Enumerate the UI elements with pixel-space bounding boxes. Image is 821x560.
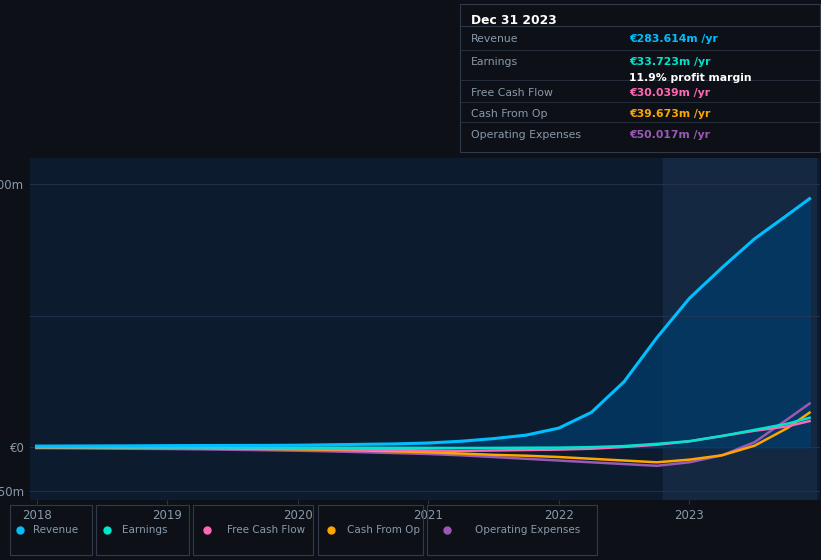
Text: €283.614m /yr: €283.614m /yr (629, 34, 718, 44)
Text: €50.017m /yr: €50.017m /yr (629, 130, 710, 140)
Bar (663, 158, 816, 500)
Text: Operating Expenses: Operating Expenses (475, 525, 580, 535)
Text: Free Cash Flow: Free Cash Flow (227, 525, 305, 535)
Text: Revenue: Revenue (33, 525, 78, 535)
Text: €33.723m /yr: €33.723m /yr (629, 57, 711, 67)
Text: Operating Expenses: Operating Expenses (470, 130, 580, 140)
Text: €30.039m /yr: €30.039m /yr (629, 88, 710, 99)
Text: Cash From Op: Cash From Op (470, 109, 548, 119)
Text: Earnings: Earnings (470, 57, 518, 67)
Text: Cash From Op: Cash From Op (347, 525, 420, 535)
Text: Earnings: Earnings (122, 525, 167, 535)
Text: Free Cash Flow: Free Cash Flow (470, 88, 553, 99)
Text: Dec 31 2023: Dec 31 2023 (470, 15, 557, 27)
Text: Revenue: Revenue (470, 34, 518, 44)
Text: €39.673m /yr: €39.673m /yr (629, 109, 710, 119)
Text: 11.9% profit margin: 11.9% profit margin (629, 73, 752, 83)
